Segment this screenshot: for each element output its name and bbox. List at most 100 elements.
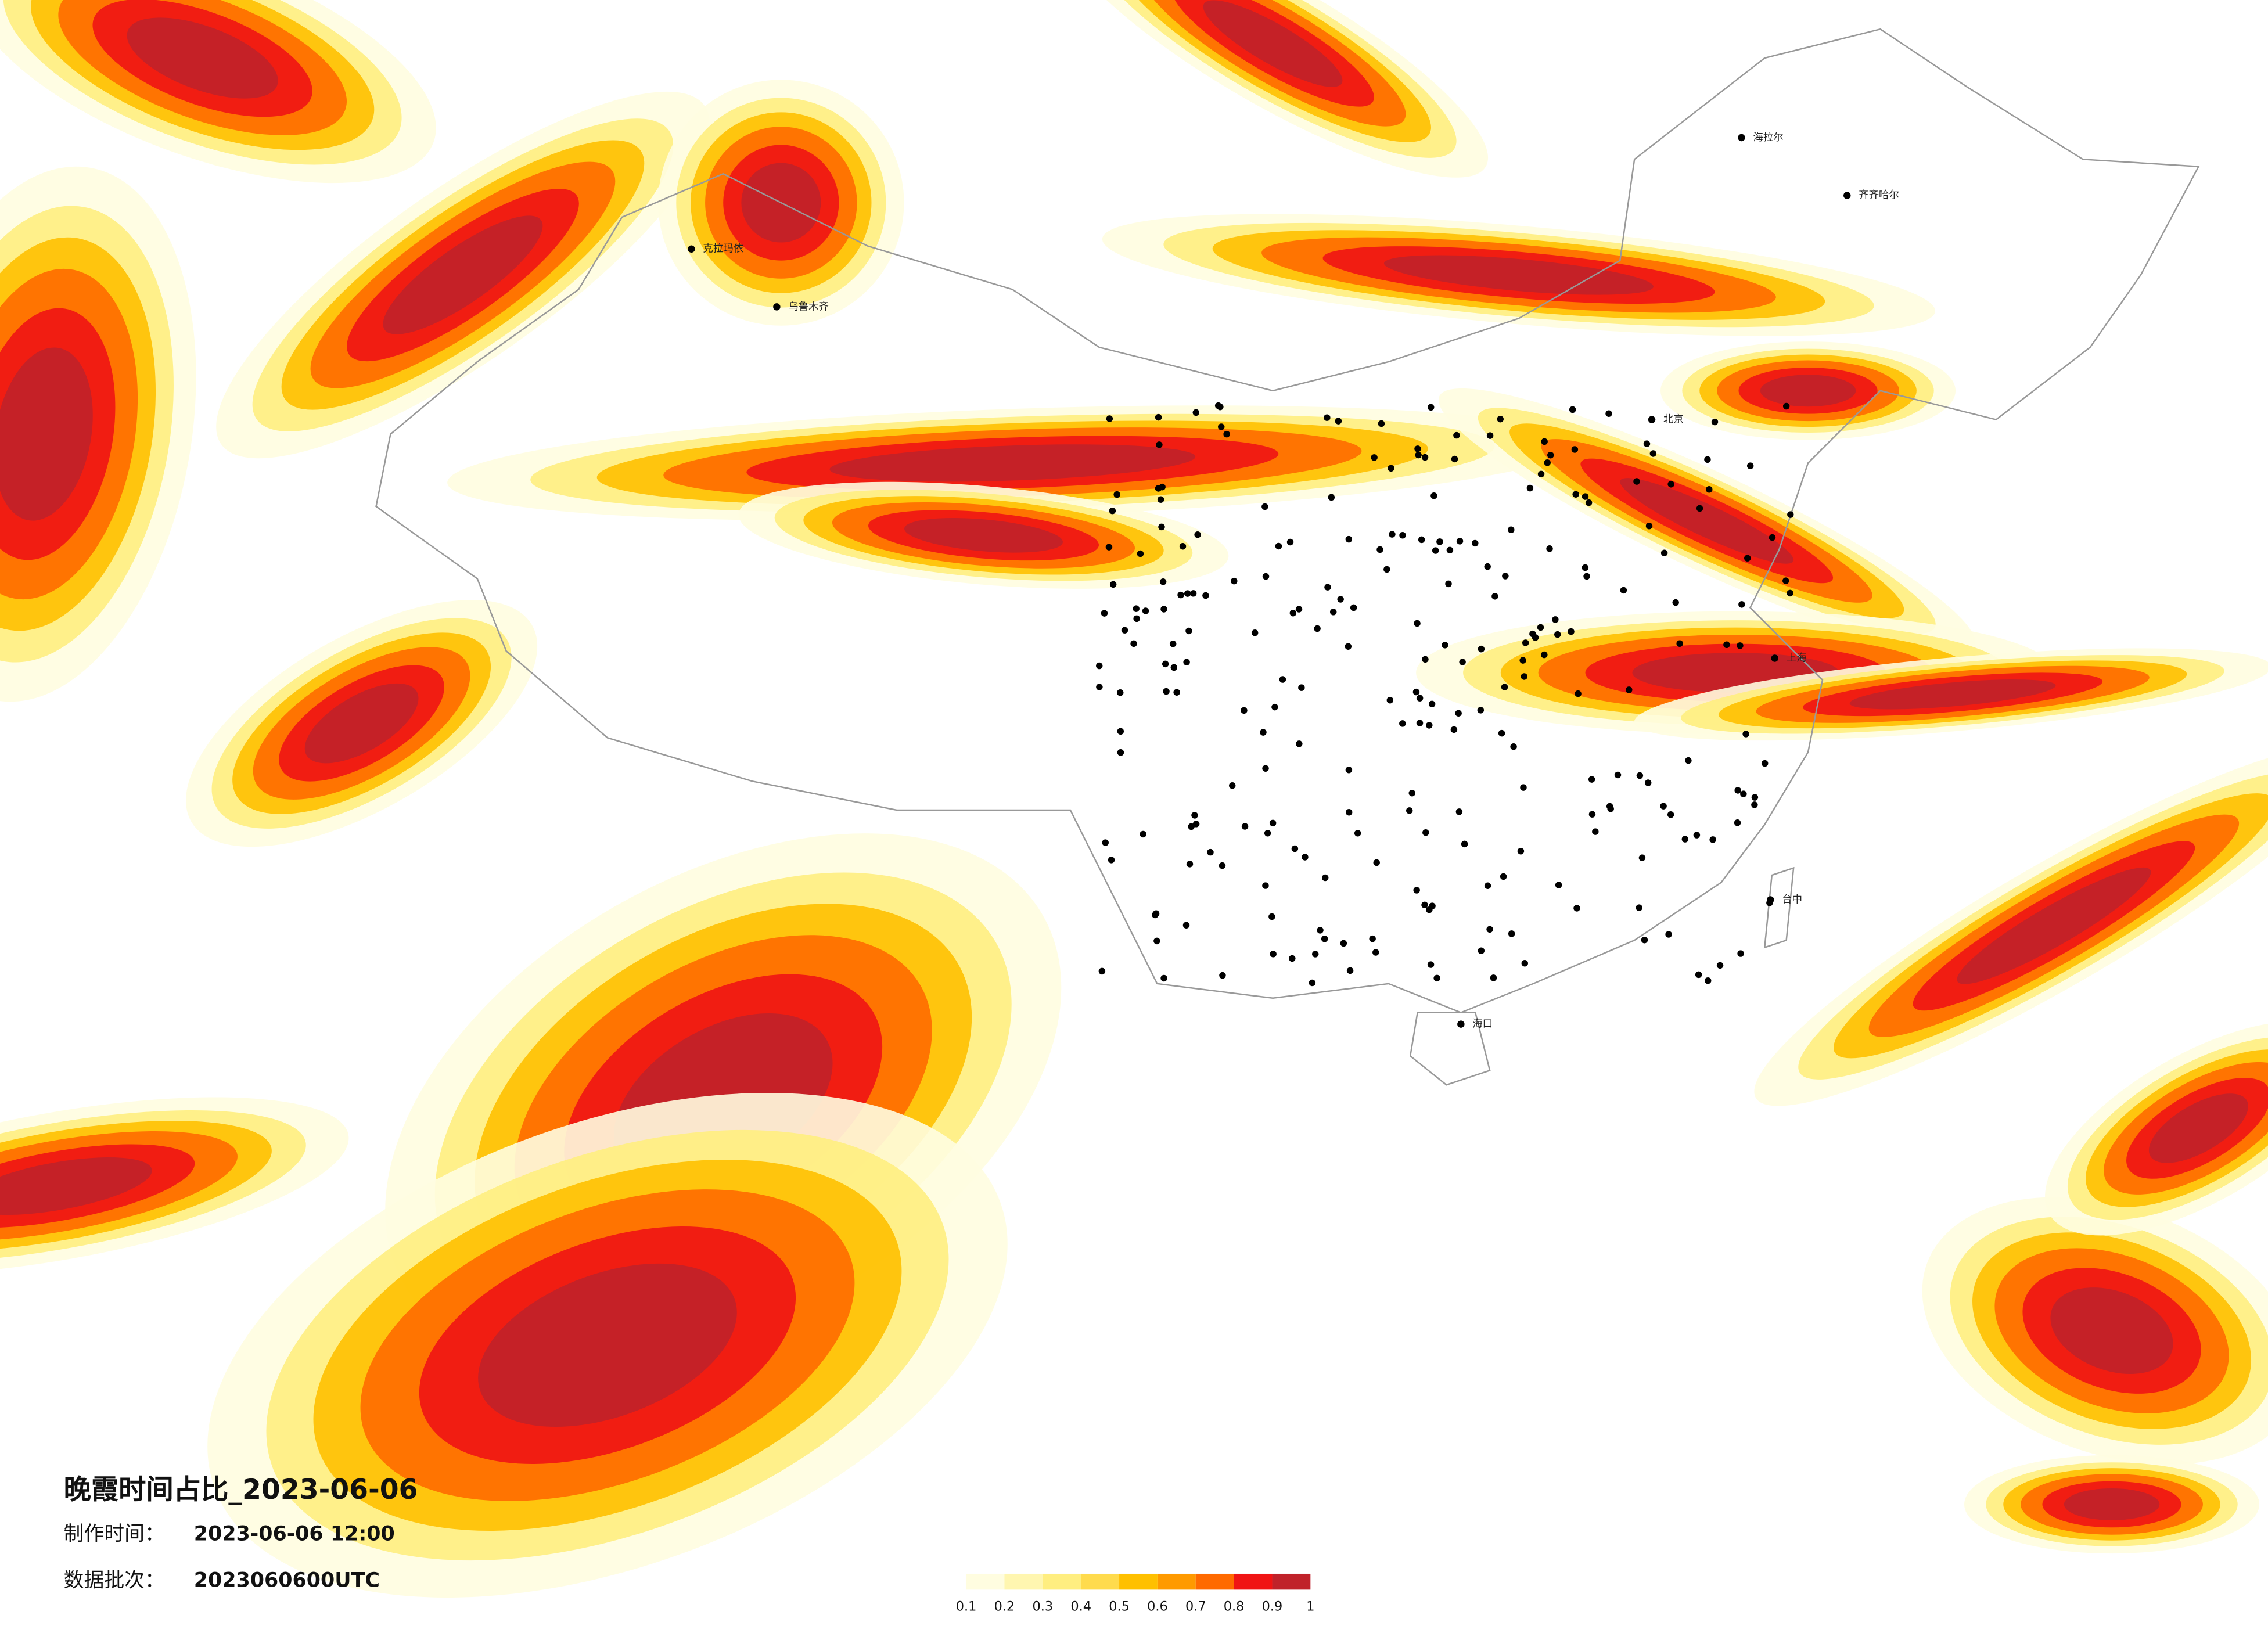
heat-patch [0,1157,152,1215]
city-dot [1383,566,1390,573]
city-dot [1345,535,1353,543]
city-dot [1207,848,1214,856]
city-dot [1322,874,1329,882]
city-dot [1633,478,1640,485]
city-dot [1186,861,1194,868]
city-dot [1345,643,1352,650]
city-dot [1552,616,1559,623]
city-dot [1108,857,1115,864]
city-dot [1185,627,1192,635]
city-dots [688,134,1851,1028]
city-dot [1412,688,1420,696]
city-dot [1415,451,1422,459]
legend-tick-label: 0.3 [1033,1599,1054,1614]
city-label: 齐齐哈尔 [1859,190,1899,202]
legend-tick-label: 0.6 [1147,1599,1168,1614]
city-dot [1337,596,1344,603]
city-dot [1117,728,1124,735]
legend-swatch [966,1573,1005,1590]
city-dot [1194,531,1201,538]
city-dot [1369,935,1376,942]
legend-swatch [1234,1573,1273,1590]
city-dot [1787,589,1793,597]
city-dot [1486,926,1493,933]
city-dot [1408,789,1415,797]
city-dot [1389,531,1396,538]
city-dot [1734,819,1741,826]
city-dot [1406,807,1413,814]
city-dot [1436,538,1443,545]
city-dot [1478,947,1485,954]
city-dot [1555,882,1562,888]
city-dot [1446,546,1454,554]
city-dot [1620,587,1627,594]
city-dot [1416,720,1424,726]
city-dot [1693,832,1701,839]
city-dot [1472,539,1479,547]
city-dot [1302,854,1309,861]
city-dot [1286,538,1294,546]
city-dot [1575,690,1582,697]
city-dot [1137,550,1144,557]
city-dot [1585,499,1593,506]
city-dot [1350,604,1357,611]
city-dot [1498,729,1505,737]
city-dot [1260,729,1267,736]
city-dot [1414,620,1421,627]
city-dot [1537,624,1544,631]
city-dot [1117,749,1124,756]
city-dot [1262,573,1270,580]
city-dot [1170,664,1178,671]
legend-swatch [1081,1573,1120,1590]
city-dot [1312,951,1319,958]
city-dot [1433,974,1440,982]
city-dot [1517,847,1525,855]
city-dot [1324,414,1331,421]
china-boundary [375,28,2200,1014]
city-dot [1737,950,1744,957]
city-dot [1270,951,1277,958]
city-dot [1182,922,1190,929]
heat-patch [1203,0,1343,87]
city-dot [1109,581,1117,588]
city-dot [1626,686,1633,693]
city-dot [1096,662,1103,670]
city-dot [1399,531,1406,539]
legend-tick-label: 0.7 [1185,1599,1206,1614]
city-dot [1264,830,1271,837]
city-dot [1296,740,1303,747]
city-dot [1665,931,1672,938]
city-dot [1219,972,1226,979]
city-dot [1101,610,1108,617]
city-dot [1289,955,1296,962]
city-dot [1486,432,1494,439]
city-dot [1345,809,1353,816]
city-dot [1737,642,1744,649]
city-dot [1456,538,1464,545]
legend-swatch [1043,1573,1081,1590]
city-dot [1522,639,1529,646]
city-dot [1491,593,1498,600]
city-dot [1588,811,1596,818]
city-dot [1192,821,1200,828]
city-dot [1672,599,1679,606]
heat-patch [2148,1093,2248,1163]
city-dot [1324,584,1331,591]
city-dot [1291,845,1299,852]
city-dot [1162,660,1169,668]
city-dot [1544,459,1551,466]
heat-patch [829,444,1196,482]
city-dot [1451,455,1458,463]
legend-tick-label: 0.4 [1070,1599,1091,1614]
city-dot [1309,979,1316,987]
city-dot [1751,794,1759,801]
city-dot [1547,451,1554,459]
legend-swatch [1272,1573,1311,1590]
city-dot [1179,543,1187,550]
city-dot [1685,757,1692,764]
city-dot [1738,134,1745,142]
city-dot [1572,491,1579,498]
city-dot [1109,507,1116,515]
city-dot [1455,710,1462,717]
city-dot [1667,481,1674,488]
